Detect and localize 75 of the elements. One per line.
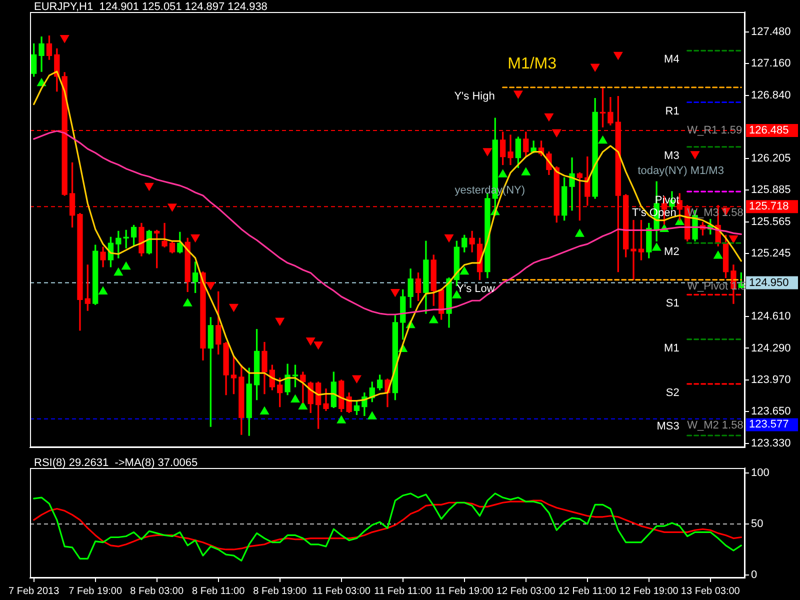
- series-label: M1: [664, 342, 680, 354]
- series-label: M3: [664, 150, 680, 162]
- point: [690, 151, 700, 159]
- ref-line-label: 126.485: [749, 124, 789, 137]
- point: [544, 113, 554, 122]
- y-tick-label: 123.970: [751, 374, 791, 386]
- x-tick-label: 11 Feb 19:00: [435, 586, 494, 597]
- annotation: W_Pivot 1.5: [687, 280, 746, 292]
- point: [60, 35, 69, 43]
- series-label: Y's Low: [456, 282, 495, 295]
- point: [144, 182, 154, 191]
- y-tick-label: 124.290: [751, 342, 791, 354]
- y-tick-label: 126.840: [751, 89, 791, 102]
- point: [460, 266, 469, 275]
- x-tick-label: 7 Feb 2013: [8, 586, 60, 597]
- chart-title: EURJPY,H1 124.901 125.051 124.897 124.938: [34, 1, 268, 13]
- series-label: MS3: [656, 420, 680, 433]
- y-tick-label: 127.480: [751, 26, 791, 38]
- y-tick-label: 125.245: [751, 248, 791, 260]
- point: [190, 234, 200, 242]
- y-tick-label: 126.205: [751, 152, 791, 164]
- point: [429, 315, 438, 324]
- point: [298, 402, 308, 410]
- y-tick-label: 100: [751, 467, 770, 480]
- point: [122, 262, 130, 270]
- y-tick-label: 127.160: [751, 58, 791, 70]
- annotation: today(NY) M1/M3: [638, 164, 724, 177]
- point: [714, 250, 722, 259]
- x-tick-label: 13 Feb 03:00: [680, 586, 740, 597]
- x-tick-label: 11 Feb 03:00: [312, 586, 371, 597]
- ref-line-label: 124.950: [749, 276, 789, 289]
- x-tick-label: 8 Feb 19:00: [253, 586, 307, 597]
- annotation: W_M2 1.58: [687, 420, 744, 432]
- point: [168, 204, 177, 212]
- x-tick-label: 12 Feb 03:00: [496, 586, 556, 597]
- point: [260, 406, 269, 414]
- point: [290, 394, 300, 403]
- point: [590, 64, 600, 72]
- ref-line-label: 125.718: [749, 200, 789, 213]
- y-tick-label: 124.610: [751, 310, 791, 323]
- y-tick-label: 123.330: [751, 437, 791, 450]
- point: [483, 148, 492, 156]
- x-tick-label: 8 Feb 11:00: [192, 586, 246, 597]
- series-label: S1: [666, 298, 680, 310]
- point: [98, 286, 108, 294]
- point: [575, 229, 584, 237]
- point: [444, 234, 454, 242]
- point: [729, 235, 738, 244]
- series-label: Y's High: [454, 90, 495, 102]
- point: [614, 52, 623, 60]
- point: [514, 90, 523, 98]
- series-label: M2: [664, 246, 680, 258]
- x-tick-label: 12 Feb 19:00: [619, 586, 679, 597]
- y-tick-label: 0: [751, 568, 758, 581]
- y-tick-label: 50: [751, 518, 764, 530]
- x-tick-label: 12 Feb 11:00: [558, 586, 617, 597]
- point: [114, 268, 123, 276]
- series-label: M4: [664, 54, 680, 66]
- y-tick-label: 125.885: [751, 184, 791, 196]
- ref-line-label: 123.577: [749, 418, 789, 431]
- point: [552, 129, 562, 138]
- point: [183, 298, 192, 306]
- series-label: S2: [666, 386, 680, 399]
- annotation: M1/M3: [508, 56, 557, 73]
- chart-title: RSI(8) 29.2631 ->MA(8) 37.0065: [34, 457, 198, 469]
- point: [368, 412, 377, 420]
- point: [336, 416, 346, 424]
- y-tick-label: 125.565: [751, 216, 791, 228]
- x-tick-label: 7 Feb 19:00: [68, 586, 122, 597]
- series-label: R1: [665, 105, 680, 118]
- x-tick-label: 8 Feb 03:00: [130, 586, 184, 597]
- y-tick-label: 123.650: [751, 406, 791, 418]
- point: [206, 282, 216, 290]
- point: [652, 243, 661, 251]
- x-tick-label: 11 Feb 11:00: [374, 586, 432, 597]
